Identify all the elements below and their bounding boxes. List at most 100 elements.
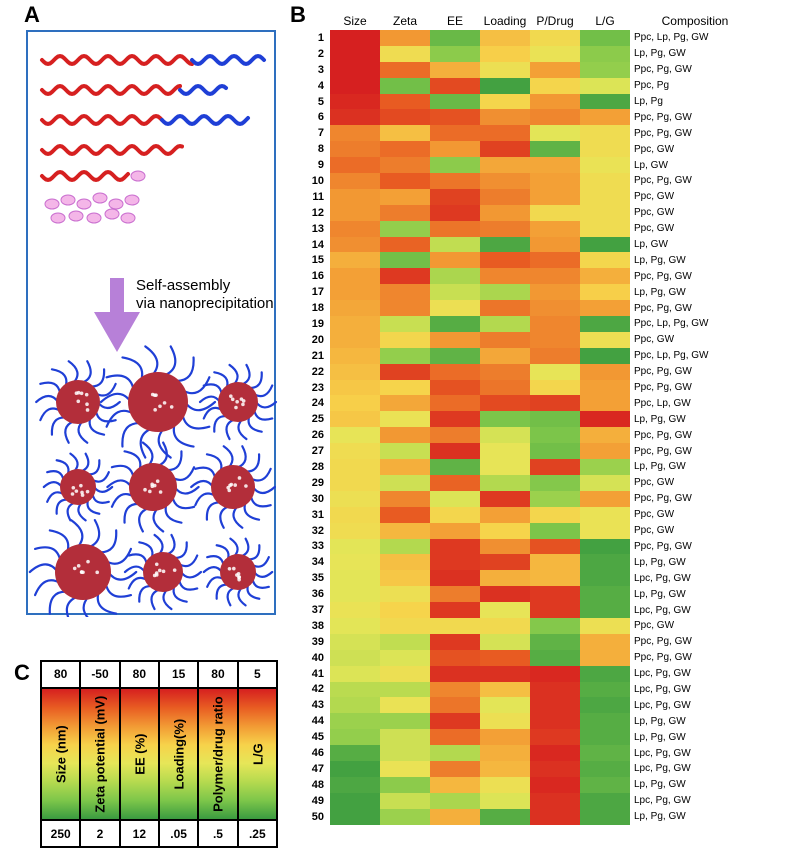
drug-droplet — [105, 209, 119, 219]
heatmap-cell — [580, 554, 630, 570]
legend-bottom-value: 12 — [120, 820, 159, 847]
heatmap-row: 29Ppc, GW — [300, 475, 798, 491]
heatmap-cell — [530, 729, 580, 745]
heatmap-row-number: 13 — [300, 223, 330, 235]
heatmap-cell — [330, 427, 380, 443]
heatmap-cell — [580, 459, 630, 475]
heatmap-cell — [530, 777, 580, 793]
heatmap-cell — [330, 268, 380, 284]
heatmap-cell — [480, 539, 530, 555]
heatmap-row: 32Ppc, GW — [300, 523, 798, 539]
heatmap-cell — [480, 713, 530, 729]
heatmap-cell — [430, 395, 480, 411]
heatmap-cell — [380, 475, 430, 491]
heatmap-cell — [380, 459, 430, 475]
heatmap-row: 24Ppc, Lp, GW — [300, 395, 798, 411]
heatmap-cell — [580, 443, 630, 459]
heatmap-cell — [430, 205, 480, 221]
heatmap-col-loading: Loading — [480, 14, 530, 28]
heatmap-row: 35Lpc, Pg, GW — [300, 570, 798, 586]
heatmap-cell — [380, 237, 430, 253]
heatmap-row: 19Ppc, Lp, Pg, GW — [300, 316, 798, 332]
heatmap-cell — [380, 554, 430, 570]
heatmap-row-composition: Ppc, Lp, Pg, GW — [630, 318, 708, 329]
heatmap-row: 45Lp, Pg, GW — [300, 729, 798, 745]
heatmap-row-number: 23 — [300, 382, 330, 394]
heatmap-cell — [530, 491, 580, 507]
heatmap-cell — [480, 284, 530, 300]
heatmap-cell — [580, 602, 630, 618]
heatmap-row-number: 3 — [300, 64, 330, 76]
heatmap-cell — [580, 666, 630, 682]
heatmap-row-number: 30 — [300, 493, 330, 505]
heatmap-cell — [330, 523, 380, 539]
panel-a-schematic: Self-assembly via nanoprecipitation — [26, 30, 276, 615]
heatmap-cell — [380, 125, 430, 141]
heatmap-cell — [480, 745, 530, 761]
heatmap-row: 18Ppc, Pg, GW — [300, 300, 798, 316]
heatmap-cell — [580, 793, 630, 809]
heatmap-cell — [380, 793, 430, 809]
heatmap-cell — [480, 491, 530, 507]
heatmap-cell — [580, 586, 630, 602]
heatmap-cell — [530, 252, 580, 268]
heatmap-row: 42Lpc, Pg, GW — [300, 682, 798, 698]
heatmap-cell — [330, 602, 380, 618]
heatmap-row-number: 44 — [300, 715, 330, 727]
heatmap-cell — [380, 539, 430, 555]
heatmap-cell — [580, 634, 630, 650]
heatmap-cell — [480, 443, 530, 459]
heatmap-cell — [330, 697, 380, 713]
heatmap-row-number: 43 — [300, 699, 330, 711]
heatmap-row: 34Lp, Pg, GW — [300, 554, 798, 570]
heatmap-cell — [430, 443, 480, 459]
heatmap-cell — [380, 348, 430, 364]
heatmap-row-composition: Ppc, Lp, Pg, GW — [630, 350, 708, 361]
heatmap-row: 2Lp, Pg, GW — [300, 46, 798, 62]
heatmap-cell — [530, 141, 580, 157]
heatmap-cell — [530, 586, 580, 602]
heatmap-cell — [580, 348, 630, 364]
heatmap-cell — [380, 157, 430, 173]
heatmap-cell — [430, 507, 480, 523]
heatmap-row-composition: Ppc, Pg, GW — [630, 128, 692, 139]
heatmap-cell — [580, 507, 630, 523]
heatmap-cell — [430, 300, 480, 316]
heatmap-row-number: 9 — [300, 159, 330, 171]
heatmap-cell — [480, 586, 530, 602]
heatmap-cell — [380, 94, 430, 110]
nanoparticle — [200, 365, 276, 439]
heatmap-cell — [330, 30, 380, 46]
heatmap-row-composition: Ppc, Pg — [630, 80, 669, 91]
heatmap-cell — [530, 539, 580, 555]
heatmap-cell — [480, 46, 530, 62]
heatmap-cell — [330, 745, 380, 761]
heatmap-cell — [580, 237, 630, 253]
heatmap-cell — [480, 570, 530, 586]
heatmap-cell — [330, 395, 380, 411]
legend-bottom-value: .05 — [159, 820, 198, 847]
heatmap-row-composition: Lpc, Pg, GW — [630, 605, 691, 616]
heatmap-cell — [430, 666, 480, 682]
heatmap-cell — [380, 586, 430, 602]
heatmap-row-number: 49 — [300, 795, 330, 807]
heatmap-cell — [380, 427, 430, 443]
heatmap-row-number: 12 — [300, 207, 330, 219]
heatmap-row: 9Lp, GW — [300, 157, 798, 173]
heatmap-cell — [480, 602, 530, 618]
heatmap-cell — [580, 173, 630, 189]
heatmap-cell — [430, 459, 480, 475]
heatmap-cell — [530, 697, 580, 713]
heatmap-cell — [580, 618, 630, 634]
heatmap-cell — [580, 46, 630, 62]
heatmap-row-composition: Ppc, Pg, GW — [630, 175, 692, 186]
heatmap-cell — [380, 316, 430, 332]
heatmap-cell — [530, 761, 580, 777]
heatmap-row-number: 39 — [300, 636, 330, 648]
heatmap-column-headers: SizeZetaEELoadingP/DrugL/GComposition — [330, 8, 798, 28]
heatmap-cell — [480, 62, 530, 78]
heatmap-cell — [580, 523, 630, 539]
heatmap-row: 12Ppc, GW — [300, 205, 798, 221]
heatmap-cell — [330, 682, 380, 698]
heatmap-cell — [580, 109, 630, 125]
